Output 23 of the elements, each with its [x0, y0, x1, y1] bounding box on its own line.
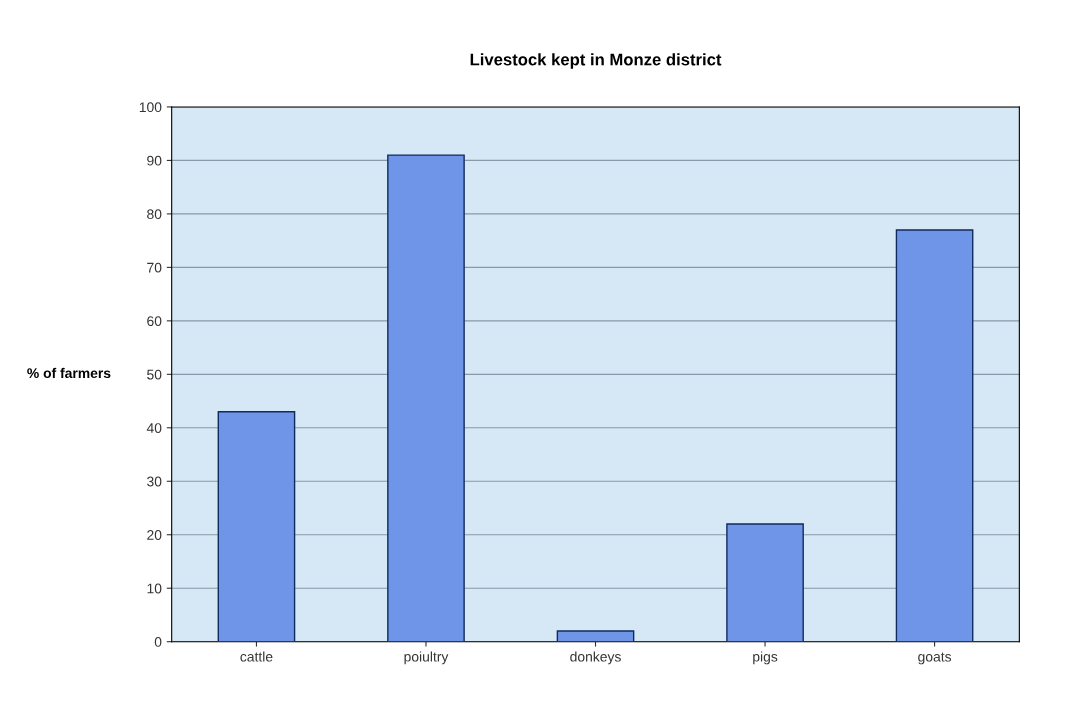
bar — [726, 523, 804, 642]
bar — [387, 154, 465, 642]
chart-title: Livestock kept in Monze district — [470, 53, 722, 69]
x-tick-label: pigs — [753, 651, 778, 665]
y-tick-label: 70 — [147, 262, 162, 273]
y-tick-label: 90 — [147, 155, 162, 166]
y-tick-label: 60 — [147, 316, 162, 327]
y-axis-title: % of farmers — [27, 367, 111, 379]
y-tick-label: 30 — [147, 476, 162, 487]
y-tick-label: 80 — [147, 209, 162, 220]
bar — [556, 630, 635, 642]
x-tick-label: donkeys — [570, 651, 621, 665]
y-tick-label: 10 — [147, 583, 162, 594]
y-tick-label: 20 — [147, 530, 162, 540]
bar — [217, 411, 296, 642]
y-tick-label: 50 — [147, 369, 162, 380]
y-tick-label: 100 — [139, 102, 162, 113]
y-tick-label: 0 — [154, 637, 162, 647]
bar — [895, 229, 974, 642]
x-tick-label: cattle — [240, 651, 273, 662]
x-tick-label: poiultry — [404, 651, 449, 665]
y-tick-label: 40 — [146, 423, 162, 433]
x-tick-label: goats — [918, 652, 952, 665]
